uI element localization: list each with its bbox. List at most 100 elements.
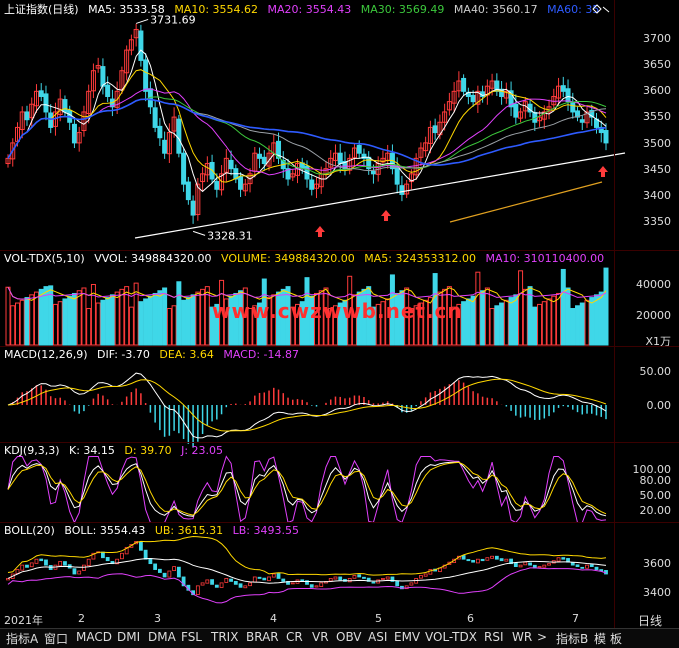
- candle-body: [541, 111, 547, 120]
- ma60-label: MA60: 35: [547, 3, 600, 16]
- volume-bar: [71, 292, 77, 346]
- tab-emv[interactable]: EMV: [394, 630, 421, 644]
- boll-candle: [352, 575, 357, 579]
- candle-body: [399, 185, 405, 195]
- candle-body: [470, 94, 476, 103]
- boll-candle: [513, 562, 518, 568]
- macd-chart[interactable]: [0, 347, 614, 448]
- tab-window[interactable]: 窗口: [44, 632, 69, 646]
- volume-bar: [128, 306, 134, 346]
- tab-indicator-a[interactable]: 指标A: [6, 632, 39, 646]
- tab-trix[interactable]: TRIX: [211, 630, 239, 644]
- volume-bar: [489, 308, 495, 346]
- boll-candle: [447, 561, 452, 565]
- boll-candle: [575, 564, 580, 568]
- candle-body: [290, 173, 296, 178]
- parallel-trendline: [449, 181, 603, 223]
- tab-obv[interactable]: OBV: [336, 630, 362, 644]
- period-label: 日线: [638, 614, 663, 628]
- candle-body: [266, 152, 272, 167]
- candle-body: [347, 157, 353, 171]
- tab-template-b[interactable]: 板: [610, 632, 623, 646]
- boll-mid-line: [7, 557, 607, 584]
- volume-bar: [404, 287, 410, 346]
- boll-candle: [233, 581, 238, 585]
- volume-bar: [446, 286, 452, 346]
- vvol-label: VVOL: 349884320.00: [94, 252, 212, 265]
- volume-bar: [238, 290, 244, 346]
- volume-panel: VOL-TDX(5,10) VVOL: 349884320.00 VOLUME:…: [0, 250, 679, 348]
- tab-cr[interactable]: CR: [286, 630, 303, 644]
- candle-body: [90, 70, 96, 92]
- candle-body: [461, 77, 467, 92]
- tab-dmi[interactable]: DMI: [117, 630, 141, 644]
- volume-bar: [456, 303, 462, 346]
- volume-bar: [361, 288, 367, 346]
- volume-bar: [162, 287, 168, 346]
- candle-body: [190, 200, 196, 216]
- boll-candle: [143, 549, 148, 560]
- d-line: [7, 461, 607, 516]
- volume-bar: [247, 308, 253, 346]
- toolbar-more-arrow[interactable]: >: [537, 630, 548, 644]
- price-header: 上证指数(日线) MA5: 3533.58 MA10: 3554.62 MA20…: [4, 1, 605, 17]
- boll-candle: [162, 572, 167, 578]
- extreme-pointer: [135, 18, 149, 24]
- volume-bar: [408, 308, 414, 346]
- kdj-tick: 20.00: [639, 504, 672, 517]
- volume-bar: [527, 286, 533, 346]
- volume-bar: [461, 301, 467, 346]
- candle-body: [14, 126, 20, 142]
- kdj-chart[interactable]: [0, 443, 614, 524]
- ma10-label: MA10: 3554.62: [174, 3, 259, 16]
- boll-chart[interactable]: [0, 523, 614, 613]
- volume-tick: 20000: [636, 309, 671, 322]
- boll-candle: [419, 575, 423, 579]
- volume-bar: [299, 301, 305, 346]
- tab-macd[interactable]: MACD: [76, 630, 112, 644]
- boll-candle: [243, 585, 248, 589]
- candle-body: [584, 111, 590, 124]
- boll-tick: 3400: [643, 586, 671, 599]
- volume-bar: [579, 302, 585, 346]
- boll-candle: [523, 561, 528, 566]
- volume-bar: [532, 306, 538, 346]
- candle-body: [413, 157, 419, 176]
- volume-bar: [43, 286, 49, 346]
- boll-candle: [10, 573, 15, 579]
- macd-tick: 50.00: [639, 365, 672, 378]
- vol-ma10-label: MA10: 310110400.00: [485, 252, 605, 265]
- price-chart[interactable]: 3731.69 3328.31: [0, 0, 626, 250]
- boll-candle: [20, 564, 25, 571]
- kdj-tick: 100.00: [632, 463, 672, 476]
- tab-brar[interactable]: BRAR: [246, 630, 279, 644]
- boll-candle: [248, 582, 252, 587]
- tab-vol-tdx[interactable]: VOL-TDX: [425, 630, 477, 644]
- boll-panel: BOLL(20) BOLL: 3554.43 UB: 3615.31 LB: 3…: [0, 522, 679, 613]
- kdj-axis: 100.00 80.00 50.00 20.00: [616, 443, 679, 523]
- ma5-label: MA5: 3533.58: [88, 3, 165, 16]
- tab-vr[interactable]: VR: [312, 630, 329, 644]
- volume-bar: [271, 294, 277, 346]
- candle-body: [522, 101, 528, 112]
- price-tick: 3350: [643, 215, 671, 228]
- boll-candle: [271, 573, 276, 578]
- candle-body: [247, 173, 253, 185]
- tab-rsi[interactable]: RSI: [484, 630, 504, 644]
- candle-body: [128, 39, 134, 51]
- candle-body: [100, 66, 106, 87]
- volume-bar: [375, 303, 381, 346]
- tab-dma[interactable]: DMA: [148, 630, 176, 644]
- volume-bar: [556, 292, 562, 346]
- volume-chart[interactable]: [0, 251, 614, 347]
- tab-indicator-b[interactable]: 指标B: [556, 632, 589, 646]
- extreme-pointer: [192, 230, 206, 236]
- tab-fsl[interactable]: FSL: [181, 630, 202, 644]
- tab-wr[interactable]: WR: [512, 630, 533, 644]
- date-label: 7: [572, 612, 579, 625]
- tab-template-a[interactable]: 模: [594, 632, 607, 646]
- volume-bar: [451, 306, 457, 346]
- volume-bar: [418, 302, 424, 346]
- tab-asi[interactable]: ASI: [368, 630, 388, 644]
- date-axis: 2021年 2 3 4 5 6 7 日线: [0, 612, 679, 628]
